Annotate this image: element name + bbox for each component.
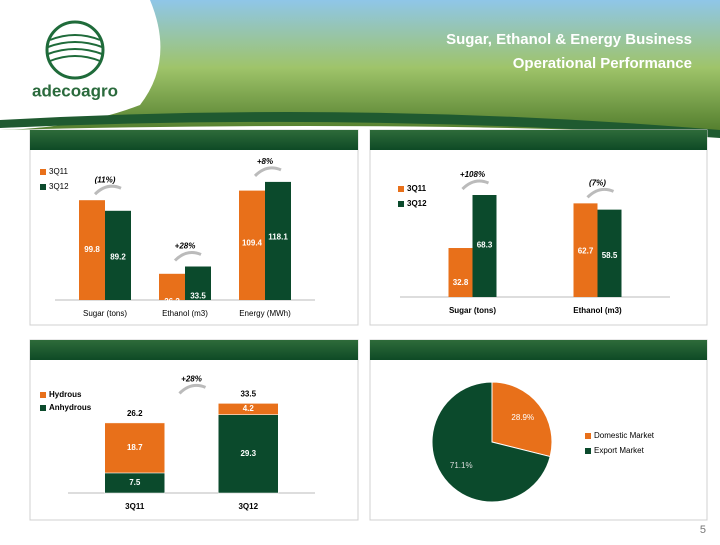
legend-swatch — [398, 201, 404, 207]
value-label: 26.2 — [164, 297, 180, 306]
panel-header — [370, 340, 707, 360]
legend-label: Export Market — [594, 446, 645, 455]
panel-header — [370, 130, 707, 150]
total-label: 26.2 — [127, 409, 143, 418]
bar-segment — [218, 414, 279, 494]
annotation: +108% — [460, 170, 485, 179]
page-number: 5 — [700, 524, 706, 536]
value-label: 62.7 — [578, 247, 594, 256]
header-photo — [0, 0, 720, 135]
x-tick-label: 3Q12 — [238, 502, 258, 511]
annotation: (7%) — [589, 178, 606, 187]
legend-label: Hydrous — [49, 390, 82, 399]
logo-area — [0, 0, 161, 130]
legend-label: Anhydrous — [49, 403, 92, 412]
title-line: Sugar, Ethanol & Energy Business — [446, 31, 692, 48]
bar — [573, 203, 598, 297]
annotation: (11%) — [95, 175, 116, 184]
trend-arrow — [461, 179, 490, 191]
value-label: 18.7 — [127, 443, 143, 452]
bar-segment — [218, 403, 279, 415]
value-label: 68.3 — [477, 241, 493, 250]
bar — [239, 190, 265, 300]
x-tick-label: Energy (MWh) — [239, 309, 291, 318]
value-label: 32.8 — [453, 278, 469, 287]
value-label: 71.1% — [450, 461, 473, 470]
title-line: Operational Performance — [513, 55, 692, 72]
bar — [159, 273, 185, 300]
value-label: 33.5 — [190, 292, 206, 301]
x-tick-label: Sugar (tons) — [449, 306, 496, 315]
value-label: 89.2 — [110, 253, 126, 262]
bar — [105, 210, 131, 300]
value-label: 7.5 — [129, 478, 141, 487]
legend-swatch — [40, 184, 46, 190]
annotation: +28% — [181, 374, 202, 383]
bar — [265, 181, 291, 300]
legend-swatch — [585, 433, 591, 439]
bar — [185, 266, 211, 300]
trend-arrow — [586, 187, 615, 199]
annotation: +28% — [175, 242, 196, 251]
legend-label: 3Q11 — [407, 184, 427, 193]
x-tick-label: Ethanol (m3) — [162, 309, 208, 318]
legend-label: Domestic Market — [594, 431, 655, 440]
bar-segment — [104, 422, 165, 474]
legend-label: 3Q12 — [49, 182, 69, 191]
legend-label: 3Q12 — [407, 199, 427, 208]
x-tick-label: 3Q11 — [125, 502, 145, 511]
bar — [472, 195, 497, 297]
legend-swatch — [40, 405, 46, 411]
annotation: +8% — [257, 157, 273, 166]
value-label: 109.4 — [242, 239, 263, 248]
legend-label: 3Q11 — [49, 167, 69, 176]
trend-arrow — [173, 251, 202, 262]
bar — [79, 200, 105, 300]
header-band — [0, 112, 720, 138]
panel-header — [30, 130, 358, 150]
value-label: 29.3 — [240, 449, 256, 458]
total-label: 33.5 — [240, 389, 256, 398]
pie-slice — [431, 381, 551, 503]
value-label: 28.9% — [511, 413, 534, 422]
legend-swatch — [40, 392, 46, 398]
pie-slice — [491, 381, 553, 458]
legend-swatch — [398, 186, 404, 192]
logo-icon — [45, 20, 105, 80]
value-label: 99.8 — [84, 245, 100, 254]
bar — [597, 209, 622, 297]
logo-text: adecoagro — [32, 81, 118, 100]
trend-arrow — [93, 184, 122, 196]
x-tick-label: Sugar (tons) — [83, 309, 127, 318]
trend-arrow — [253, 166, 282, 177]
value-label: 4.2 — [243, 404, 255, 413]
legend-swatch — [40, 169, 46, 175]
trend-arrow — [178, 383, 207, 395]
value-label: 118.1 — [268, 232, 288, 241]
bar — [448, 248, 473, 297]
value-label: 58.5 — [602, 251, 618, 260]
x-tick-label: Ethanol (m3) — [573, 306, 622, 315]
panel-header — [30, 340, 358, 360]
legend-swatch — [585, 448, 591, 454]
